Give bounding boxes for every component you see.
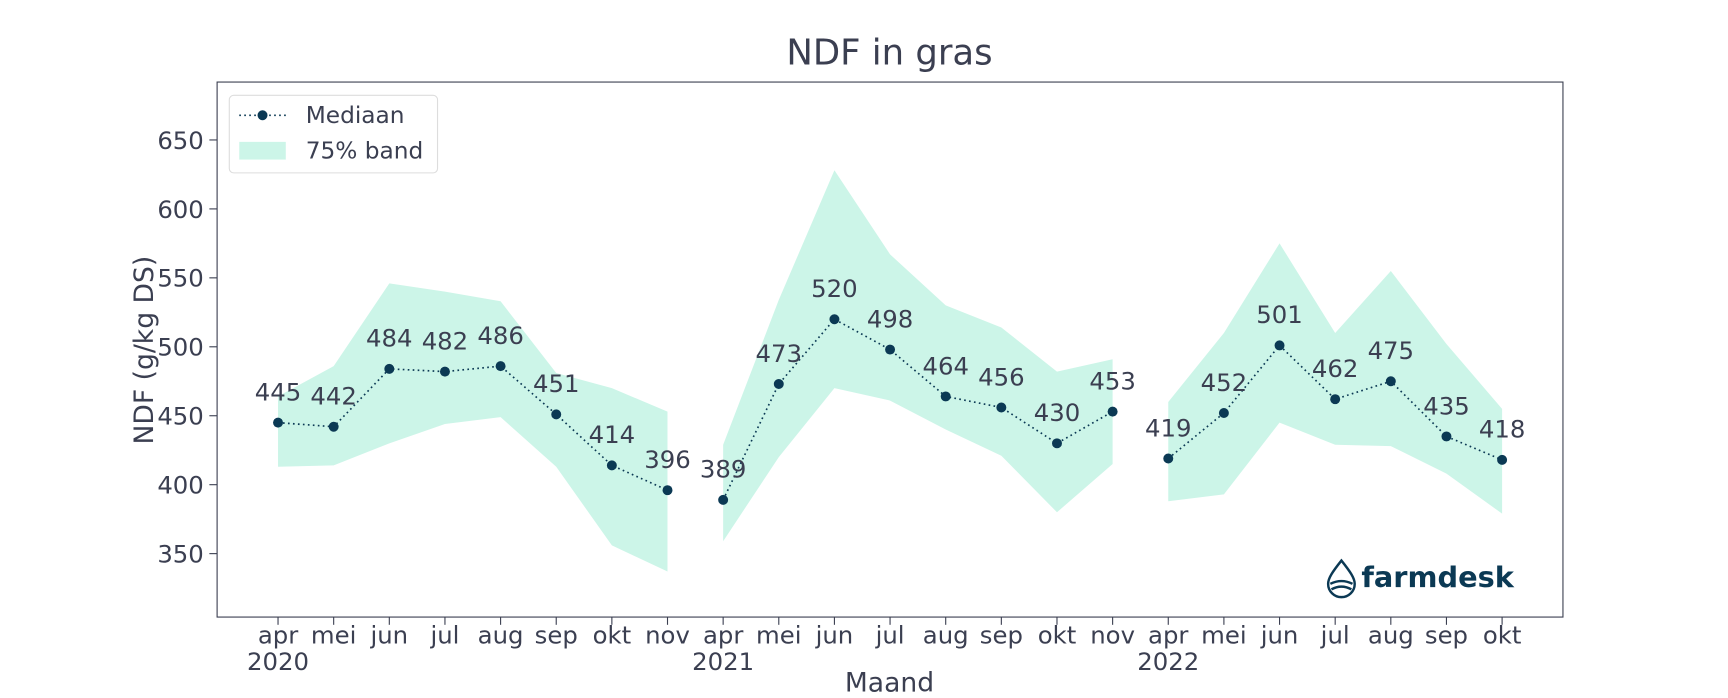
chart-title: NDF in gras xyxy=(786,32,992,73)
data-label: 475 xyxy=(1368,336,1415,365)
median-marker xyxy=(829,314,840,325)
median-marker xyxy=(1441,431,1452,442)
data-label: 486 xyxy=(477,321,523,350)
x-tick-label: mei xyxy=(756,621,801,650)
x-tick-label: aug xyxy=(923,621,969,650)
data-label: 442 xyxy=(310,382,356,411)
median-marker xyxy=(1497,454,1508,465)
plot-frame xyxy=(216,81,1564,618)
median-marker xyxy=(885,344,896,355)
band-area xyxy=(723,170,1113,542)
x-tick-label: sep xyxy=(535,621,578,650)
legend-label: 75% band xyxy=(306,137,424,164)
data-label: 389 xyxy=(700,455,747,484)
logo-icon xyxy=(1326,558,1356,599)
data-label: 445 xyxy=(255,377,302,406)
y-tick-label: 550 xyxy=(157,264,203,293)
median-marker xyxy=(439,366,450,377)
data-label: 462 xyxy=(1312,354,1358,383)
data-label: 430 xyxy=(1034,398,1081,427)
legend-marker xyxy=(257,110,268,121)
x-tick-label: aug xyxy=(1368,621,1414,650)
data-label: 520 xyxy=(811,274,858,303)
median-line xyxy=(277,365,668,491)
x-tick-label: mei xyxy=(311,621,356,650)
y-tick-label: 450 xyxy=(157,402,203,431)
data-label: 456 xyxy=(978,362,1025,391)
y-tick-label: 650 xyxy=(157,126,203,155)
x-year-label: 2021 xyxy=(692,647,754,676)
x-tick-label: jul xyxy=(875,621,905,650)
x-tick-label: mei xyxy=(1201,621,1246,650)
data-label: 482 xyxy=(422,326,469,355)
data-label: 396 xyxy=(644,445,691,474)
x-tick-label: sep xyxy=(980,621,1023,650)
x-tick-label: okt xyxy=(1483,621,1522,650)
median-marker xyxy=(606,460,617,471)
x-year-label: 2020 xyxy=(247,647,309,676)
x-tick-label: nov xyxy=(1090,621,1135,650)
data-label: 419 xyxy=(1145,413,1191,442)
data-label: 484 xyxy=(366,324,413,353)
data-label: 451 xyxy=(533,369,580,398)
data-label: 498 xyxy=(867,304,914,333)
x-tick-label: jun xyxy=(369,621,408,650)
median-marker xyxy=(773,379,784,390)
y-tick-label: 600 xyxy=(157,195,203,224)
x-tick-label: jul xyxy=(1320,621,1350,650)
y-tick-label: 500 xyxy=(157,333,203,362)
x-tick-label: jul xyxy=(429,621,459,650)
median-marker xyxy=(1330,394,1341,405)
x-year-label: 2022 xyxy=(1137,647,1199,676)
x-tick-label: apr xyxy=(1148,621,1189,650)
median-marker xyxy=(328,421,339,432)
x-tick-label: okt xyxy=(593,621,632,650)
median-marker xyxy=(1385,376,1396,387)
median-marker xyxy=(940,391,951,402)
x-tick-label: sep xyxy=(1425,621,1468,650)
median-marker xyxy=(662,485,673,496)
x-tick-label: apr xyxy=(703,621,744,650)
data-label: 418 xyxy=(1479,415,1525,444)
band-area xyxy=(1168,243,1503,514)
y-axis-label: NDF (g/kg DS) xyxy=(129,256,160,445)
legend-label: Mediaan xyxy=(306,102,405,129)
x-tick-label: okt xyxy=(1038,621,1077,650)
x-tick-label: aug xyxy=(478,621,524,650)
data-label: 453 xyxy=(1089,366,1136,395)
median-marker xyxy=(1163,453,1174,464)
median-marker xyxy=(1051,438,1062,449)
y-tick-label: 350 xyxy=(157,539,203,568)
legend: Mediaan 75% band xyxy=(228,94,439,174)
data-label: 452 xyxy=(1201,368,1248,397)
band-area xyxy=(278,283,668,572)
data-label: 414 xyxy=(589,420,636,449)
data-label: 464 xyxy=(922,351,969,380)
median-marker xyxy=(996,402,1007,413)
x-tick-label: nov xyxy=(645,621,690,650)
data-label: 435 xyxy=(1423,391,1470,420)
median-marker xyxy=(1107,406,1118,417)
median-marker xyxy=(1218,407,1229,418)
median-marker xyxy=(718,494,729,505)
x-axis-label: Maand xyxy=(845,667,934,698)
x-tick-label: apr xyxy=(258,621,299,650)
median-marker xyxy=(384,363,395,374)
x-tick-label: jun xyxy=(815,621,854,650)
median-marker xyxy=(551,409,562,420)
median-marker xyxy=(1274,340,1285,351)
y-tick-label: 400 xyxy=(157,471,203,500)
data-label: 473 xyxy=(756,339,803,368)
data-label: 501 xyxy=(1256,300,1303,329)
legend-swatch xyxy=(239,141,286,160)
median-marker xyxy=(495,361,506,372)
x-tick-label: jun xyxy=(1260,621,1299,650)
median-marker xyxy=(273,417,284,428)
logo-text: farmdesk xyxy=(1361,560,1514,594)
